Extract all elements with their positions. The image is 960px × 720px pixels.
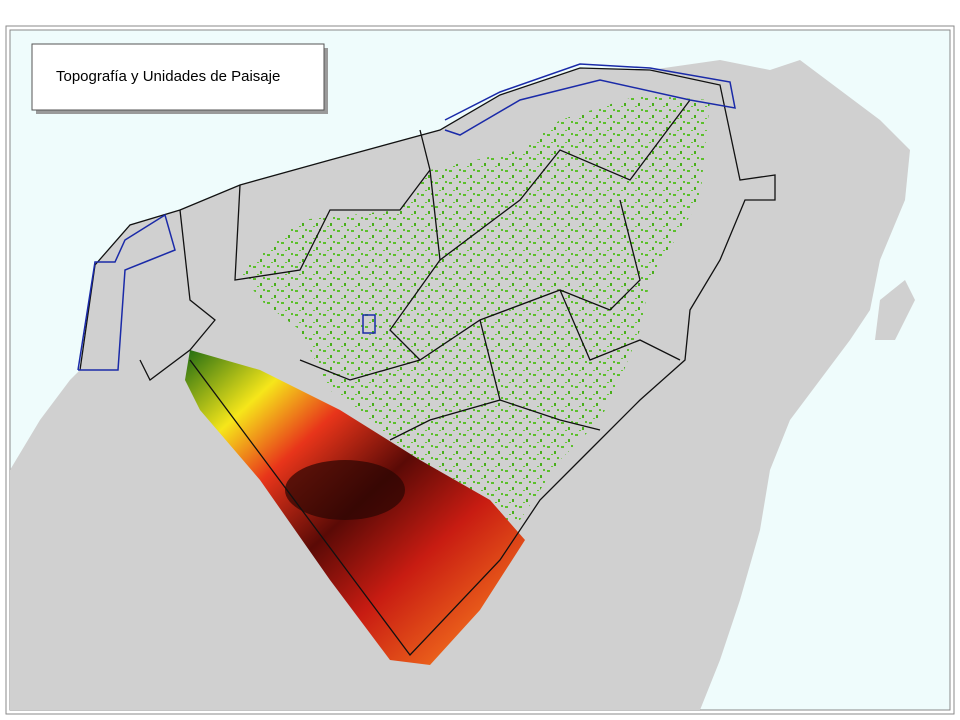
vegetation [240, 95, 710, 520]
boundaries [79, 67, 776, 657]
coastal-zones [77, 63, 736, 371]
highland [285, 460, 405, 520]
map-title: Topografía y Unidades de Paisaje [56, 68, 280, 85]
island [875, 280, 915, 340]
title-box [31, 43, 325, 111]
outer-frame [5, 25, 955, 715]
